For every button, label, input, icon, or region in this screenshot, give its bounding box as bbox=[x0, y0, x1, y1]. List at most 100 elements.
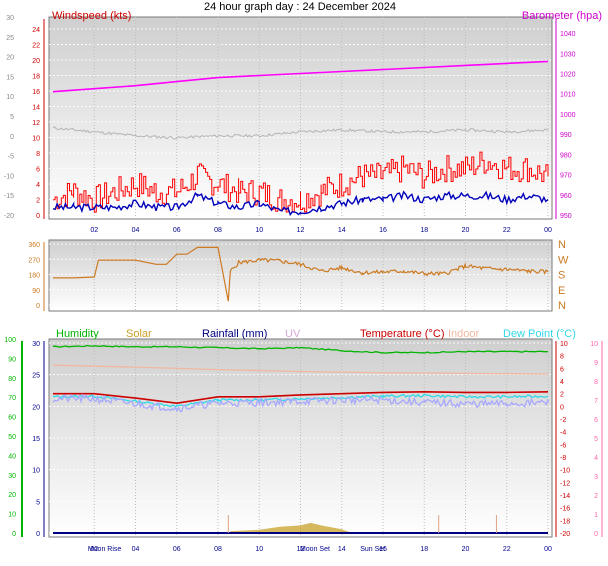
wind-x-tick-label: 00 bbox=[544, 227, 552, 234]
grey-y-tick-label: -15 bbox=[4, 193, 14, 200]
temperature-y-tick-label: -20 bbox=[560, 531, 570, 538]
legend-entry: Solar bbox=[126, 328, 152, 340]
temperature-y-tick-label: 4 bbox=[560, 379, 564, 386]
humidity-y-tick-label: 60 bbox=[8, 415, 16, 422]
wind-y-tick-label: 24 bbox=[32, 27, 40, 34]
barometer-y-tick-label: 1020 bbox=[560, 72, 576, 79]
wind-y-tick-label: 16 bbox=[32, 89, 40, 96]
humidity-y-tick-label: 40 bbox=[8, 453, 16, 460]
uv-y-tick-label: 4 bbox=[594, 455, 598, 462]
astronomy-annotation: Moon Set bbox=[300, 546, 330, 553]
temperature-y-tick-label: 6 bbox=[560, 366, 564, 373]
temperature-y-tick-label: -14 bbox=[560, 493, 570, 500]
uv-y-tick-label: 9 bbox=[594, 360, 598, 367]
grey-y-tick-label: -5 bbox=[8, 154, 14, 161]
wind-x-tick-label: 20 bbox=[462, 227, 470, 234]
temperature-y-tick-label: -4 bbox=[560, 430, 566, 437]
uv-y-tick-label: 0 bbox=[594, 531, 598, 538]
humidity-y-tick-label: 50 bbox=[8, 434, 16, 441]
barometer-y-tick-label: 1030 bbox=[560, 51, 576, 58]
astronomy-annotation: Moon Rise bbox=[88, 546, 122, 553]
blue_temp_series-line bbox=[52, 393, 549, 413]
compass-label: E bbox=[558, 285, 565, 297]
barometer-y-tick-label: 990 bbox=[560, 132, 572, 139]
legend-entry: Rainfall (mm) bbox=[202, 328, 267, 340]
direction-y-tick-label: 270 bbox=[28, 257, 40, 264]
wind-x-tick-label: 14 bbox=[338, 227, 346, 234]
barometer-y-tick-label: 1000 bbox=[560, 112, 576, 119]
barometer-axis-title: Barometer (hpa) bbox=[522, 10, 602, 22]
wind-x-tick-label: 22 bbox=[503, 227, 511, 234]
temperature-y-tick-label: -8 bbox=[560, 455, 566, 462]
conditions-x-tick-label: 16 bbox=[379, 546, 387, 553]
compass-label: W bbox=[558, 254, 569, 266]
barometer-y-tick-label: 980 bbox=[560, 152, 572, 159]
conditions-x-tick-label: 22 bbox=[503, 546, 511, 553]
wind-y-tick-label: 4 bbox=[36, 182, 40, 189]
conditions-x-tick-label: 00 bbox=[544, 546, 552, 553]
temperature-y-tick-label: -12 bbox=[560, 480, 570, 487]
uv-y-tick-label: 6 bbox=[594, 417, 598, 424]
grey-y-tick-label: 15 bbox=[6, 74, 14, 81]
chart-title: 24 hour graph day : 24 December 2024 bbox=[204, 1, 396, 13]
temperature-y-tick-label: -10 bbox=[560, 468, 570, 475]
wind-x-tick-label: 04 bbox=[132, 227, 140, 234]
direction-y-tick-label: 90 bbox=[32, 288, 40, 295]
grey-y-tick-label: 5 bbox=[10, 114, 14, 121]
wind-y-tick-label: 18 bbox=[32, 74, 40, 81]
wind-x-tick-label: 02 bbox=[90, 227, 98, 234]
direction-y-tick-label: 360 bbox=[28, 242, 40, 249]
temperature-y-tick-label: -2 bbox=[560, 417, 566, 424]
barometer-line bbox=[52, 60, 549, 93]
humidity-y-tick-label: 100 bbox=[4, 337, 16, 344]
humidity-y-tick-label: 0 bbox=[12, 531, 16, 538]
wind-panel: 024681012141618202224-20-15-10-505101520… bbox=[4, 10, 602, 234]
humidity-y-tick-label: 30 bbox=[8, 473, 16, 480]
direction-plot-area bbox=[48, 239, 553, 312]
legend-entry: Humidity bbox=[56, 328, 99, 340]
humidity-y-tick-label: 10 bbox=[8, 512, 16, 519]
compass-label: N bbox=[558, 300, 566, 312]
solar-area bbox=[230, 522, 353, 533]
windspeed-axis-title: Windspeed (kts) bbox=[52, 10, 131, 22]
temperature-y-tick-label: 2 bbox=[560, 392, 564, 399]
humidity-y-tick-label: 20 bbox=[8, 492, 16, 499]
temperature-y-tick-label: -18 bbox=[560, 518, 570, 525]
conditions-x-tick-label: 06 bbox=[173, 546, 181, 553]
compass-label: N bbox=[558, 239, 566, 251]
wind-x-tick-label: 18 bbox=[420, 227, 428, 234]
wind-x-tick-label: 12 bbox=[297, 227, 305, 234]
windspeed-line bbox=[53, 151, 549, 213]
solar-y-tick-label: 15 bbox=[32, 436, 40, 443]
wind-y-tick-label: 12 bbox=[32, 120, 40, 127]
solar-y-tick-label: 0 bbox=[36, 531, 40, 538]
grey-y-tick-label: -20 bbox=[4, 213, 14, 220]
uv-y-tick-label: 2 bbox=[594, 493, 598, 500]
temperature-y-tick-label: 0 bbox=[560, 404, 564, 411]
humidity-y-tick-label: 80 bbox=[8, 376, 16, 383]
wind-x-tick-label: 10 bbox=[255, 227, 263, 234]
solar-y-tick-label: 5 bbox=[36, 499, 40, 506]
wind-y-tick-label: 22 bbox=[32, 43, 40, 50]
wind-direction-line bbox=[53, 246, 549, 302]
humidity-y-tick-label: 70 bbox=[8, 395, 16, 402]
solar-y-tick-label: 20 bbox=[32, 404, 40, 411]
wind-y-tick-label: 2 bbox=[36, 198, 40, 205]
solar-y-tick-label: 25 bbox=[32, 373, 40, 380]
solar-y-tick-label: 10 bbox=[32, 468, 40, 475]
direction-y-tick-label: 0 bbox=[36, 303, 40, 310]
temperature-line bbox=[53, 390, 549, 405]
conditions-x-tick-label: 20 bbox=[462, 546, 470, 553]
uv-y-tick-label: 7 bbox=[594, 398, 598, 405]
wind-y-tick-label: 8 bbox=[36, 151, 40, 158]
conditions-x-tick-label: 12 bbox=[297, 546, 305, 553]
barometer-y-tick-label: 960 bbox=[560, 193, 572, 200]
astronomy-annotation: Sun Set bbox=[360, 546, 385, 553]
barometer-y-tick-label: 950 bbox=[560, 213, 572, 220]
wind-y-tick-label: 0 bbox=[36, 213, 40, 220]
conditions-x-tick-label: 04 bbox=[132, 546, 140, 553]
wind-y-tick-label: 6 bbox=[36, 167, 40, 174]
conditions-x-tick-label: 02 bbox=[90, 546, 98, 553]
